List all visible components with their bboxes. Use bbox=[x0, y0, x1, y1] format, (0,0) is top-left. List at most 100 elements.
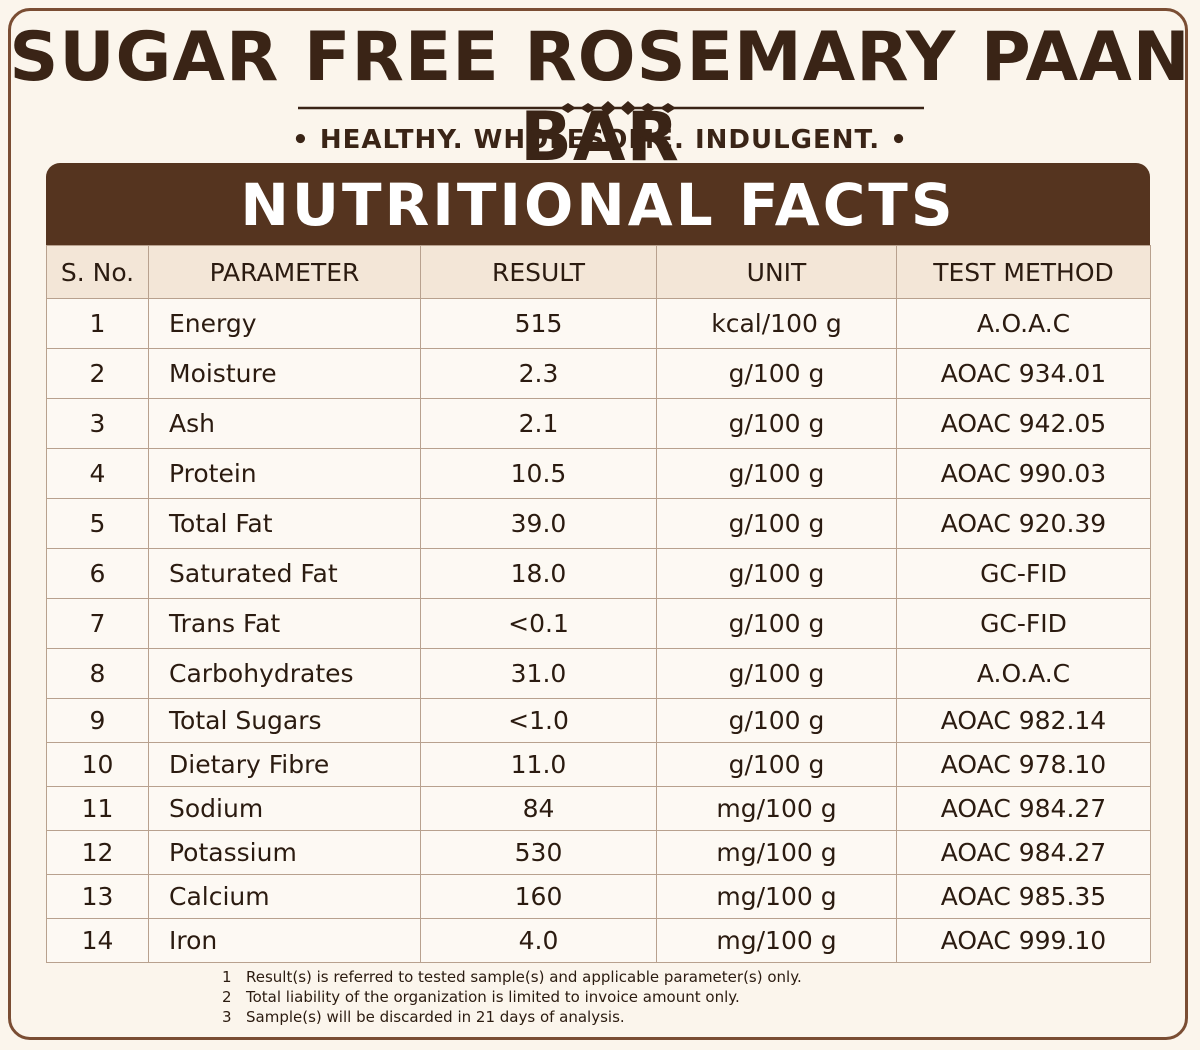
cell-parameter: Saturated Fat bbox=[148, 548, 421, 599]
header-test-method: TEST METHOD bbox=[896, 245, 1151, 299]
header-result: RESULT bbox=[420, 245, 657, 299]
cell-parameter: Energy bbox=[148, 298, 421, 349]
cell-result: 31.0 bbox=[420, 648, 657, 699]
cell-result: <0.1 bbox=[420, 598, 657, 649]
table-row: 8 Carbohydrates 31.0 g/100 g A.O.A.C bbox=[46, 648, 1151, 699]
cell-unit: kcal/100 g bbox=[656, 298, 897, 349]
footnotes: 1 Result(s) is referred to tested sample(… bbox=[222, 967, 1022, 1027]
cell-method: A.O.A.C bbox=[896, 298, 1151, 349]
cell-parameter: Ash bbox=[148, 398, 421, 449]
table-row: 5 Total Fat 39.0 g/100 g AOAC 920.39 bbox=[46, 498, 1151, 549]
cell-unit: g/100 g bbox=[656, 548, 897, 599]
divider-ornament bbox=[298, 101, 924, 115]
header-unit: UNIT bbox=[656, 245, 897, 299]
cell-unit: g/100 g bbox=[656, 448, 897, 499]
table-row: 10 Dietary Fibre 11.0 g/100 g AOAC 978.1… bbox=[46, 742, 1151, 787]
table-header-row: S. No. PARAMETER RESULT UNIT TEST METHOD bbox=[46, 245, 1151, 299]
footnote: 3 Sample(s) will be discarded in 21 days … bbox=[222, 1007, 1022, 1027]
nutritional-facts-banner: NUTRITIONAL FACTS bbox=[46, 163, 1150, 245]
cell-sno: 7 bbox=[46, 598, 149, 649]
cell-result: 2.3 bbox=[420, 348, 657, 399]
cell-unit: mg/100 g bbox=[656, 918, 897, 963]
cell-method: AOAC 990.03 bbox=[896, 448, 1151, 499]
cell-sno: 10 bbox=[46, 742, 149, 787]
cell-parameter: Carbohydrates bbox=[148, 648, 421, 699]
cell-method: AOAC 984.27 bbox=[896, 786, 1151, 831]
cell-sno: 4 bbox=[46, 448, 149, 499]
cell-method: GC-FID bbox=[896, 598, 1151, 649]
cell-result: 160 bbox=[420, 874, 657, 919]
cell-unit: mg/100 g bbox=[656, 874, 897, 919]
table-row: 2 Moisture 2.3 g/100 g AOAC 934.01 bbox=[46, 348, 1151, 399]
nutrition-table: S. No. PARAMETER RESULT UNIT TEST METHOD… bbox=[46, 245, 1151, 963]
table-row: 7 Trans Fat <0.1 g/100 g GC-FID bbox=[46, 598, 1151, 649]
cell-unit: mg/100 g bbox=[656, 786, 897, 831]
cell-parameter: Iron bbox=[148, 918, 421, 963]
cell-result: 4.0 bbox=[420, 918, 657, 963]
cell-sno: 9 bbox=[46, 698, 149, 743]
cell-unit: g/100 g bbox=[656, 498, 897, 549]
cell-method: AOAC 982.14 bbox=[896, 698, 1151, 743]
cell-result: 11.0 bbox=[420, 742, 657, 787]
cell-method: AOAC 920.39 bbox=[896, 498, 1151, 549]
cell-method: A.O.A.C bbox=[896, 648, 1151, 699]
cell-result: 84 bbox=[420, 786, 657, 831]
cell-result: 2.1 bbox=[420, 398, 657, 449]
cell-sno: 6 bbox=[46, 548, 149, 599]
footnote-text: Result(s) is referred to tested sample(s… bbox=[246, 968, 802, 986]
cell-method: AOAC 934.01 bbox=[896, 348, 1151, 399]
cell-parameter: Total Sugars bbox=[148, 698, 421, 743]
cell-unit: g/100 g bbox=[656, 598, 897, 649]
table-row: 6 Saturated Fat 18.0 g/100 g GC-FID bbox=[46, 548, 1151, 599]
cell-method: GC-FID bbox=[896, 548, 1151, 599]
cell-result: <1.0 bbox=[420, 698, 657, 743]
cell-sno: 14 bbox=[46, 918, 149, 963]
header-sno: S. No. bbox=[46, 245, 149, 299]
cell-sno: 5 bbox=[46, 498, 149, 549]
cell-parameter: Sodium bbox=[148, 786, 421, 831]
nutrition-table-container: NUTRITIONAL FACTS S. No. PARAMETER RESUL… bbox=[46, 163, 1151, 963]
cell-method: AOAC 978.10 bbox=[896, 742, 1151, 787]
cell-parameter: Total Fat bbox=[148, 498, 421, 549]
cell-unit: g/100 g bbox=[656, 742, 897, 787]
footnote-number: 3 bbox=[222, 1008, 232, 1026]
cell-sno: 12 bbox=[46, 830, 149, 875]
cell-sno: 3 bbox=[46, 398, 149, 449]
cell-sno: 8 bbox=[46, 648, 149, 699]
table-row: 11 Sodium 84 mg/100 g AOAC 984.27 bbox=[46, 786, 1151, 831]
cell-parameter: Potassium bbox=[148, 830, 421, 875]
cell-result: 515 bbox=[420, 298, 657, 349]
header-parameter: PARAMETER bbox=[148, 245, 421, 299]
footnote: 1 Result(s) is referred to tested sample(… bbox=[222, 967, 1022, 987]
cell-result: 39.0 bbox=[420, 498, 657, 549]
tagline: • HEALTHY. WHOLESOME. INDULGENT. • bbox=[292, 125, 908, 155]
cell-method: AOAC 942.05 bbox=[896, 398, 1151, 449]
footnote-number: 1 bbox=[222, 968, 232, 986]
table-row: 4 Protein 10.5 g/100 g AOAC 990.03 bbox=[46, 448, 1151, 499]
cell-sno: 13 bbox=[46, 874, 149, 919]
cell-unit: g/100 g bbox=[656, 698, 897, 743]
cell-parameter: Moisture bbox=[148, 348, 421, 399]
cell-method: AOAC 984.27 bbox=[896, 830, 1151, 875]
cell-method: AOAC 985.35 bbox=[896, 874, 1151, 919]
footnote-number: 2 bbox=[222, 988, 232, 1006]
cell-unit: g/100 g bbox=[656, 348, 897, 399]
footnote-text: Total liability of the organization is l… bbox=[246, 988, 740, 1006]
footnote: 2 Total liability of the organization is … bbox=[222, 987, 1022, 1007]
table-row: 9 Total Sugars <1.0 g/100 g AOAC 982.14 bbox=[46, 698, 1151, 743]
cell-sno: 1 bbox=[46, 298, 149, 349]
cell-result: 18.0 bbox=[420, 548, 657, 599]
cell-result: 10.5 bbox=[420, 448, 657, 499]
footnote-text: Sample(s) will be discarded in 21 days o… bbox=[246, 1008, 625, 1026]
cell-method: AOAC 999.10 bbox=[896, 918, 1151, 963]
table-row: 1 Energy 515 kcal/100 g A.O.A.C bbox=[46, 298, 1151, 349]
cell-sno: 2 bbox=[46, 348, 149, 399]
table-row: 14 Iron 4.0 mg/100 g AOAC 999.10 bbox=[46, 918, 1151, 963]
cell-result: 530 bbox=[420, 830, 657, 875]
cell-parameter: Protein bbox=[148, 448, 421, 499]
table-row: 13 Calcium 160 mg/100 g AOAC 985.35 bbox=[46, 874, 1151, 919]
table-row: 12 Potassium 530 mg/100 g AOAC 984.27 bbox=[46, 830, 1151, 875]
cell-unit: mg/100 g bbox=[656, 830, 897, 875]
cell-unit: g/100 g bbox=[656, 398, 897, 449]
cell-parameter: Dietary Fibre bbox=[148, 742, 421, 787]
